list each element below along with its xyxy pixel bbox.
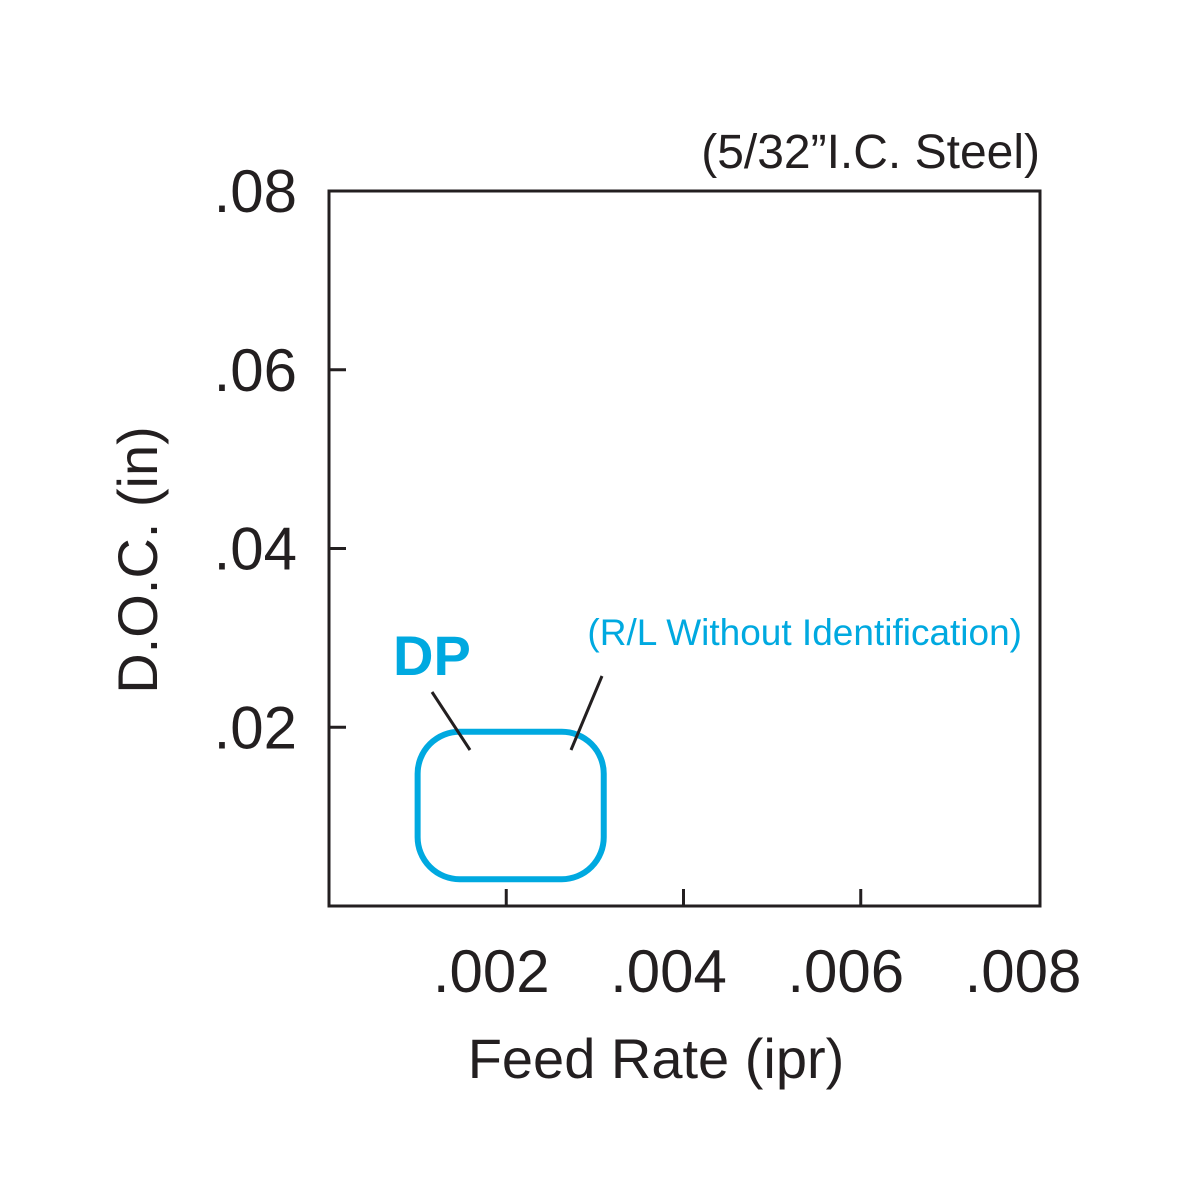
x-tick-label: .002: [433, 938, 550, 1005]
x-axis-ticks: .002 .004 .006 .008: [433, 889, 1082, 1005]
region-note-leader: [569, 675, 604, 751]
y-tick-label: .06: [214, 337, 297, 404]
y-tick-label: .02: [214, 694, 297, 761]
x-axis-label: Feed Rate (ipr): [468, 1027, 845, 1090]
y-tick-label: .08: [214, 158, 297, 225]
chart-subtitle: (5/32”I.C. Steel): [701, 126, 1040, 179]
x-tick-label: .008: [965, 938, 1082, 1005]
plot-frame: [327, 189, 1042, 908]
operating-regions: DP (R/L Without Identification): [393, 612, 1022, 883]
x-tick-label: .006: [787, 938, 904, 1005]
y-axis-label: D.O.C. (in): [106, 426, 169, 694]
y-axis-ticks: .02 .04 .06 .08: [214, 158, 346, 761]
region-dp-label: DP: [393, 624, 471, 687]
region-dp-box: [414, 728, 607, 883]
region-label-leader: [430, 691, 472, 751]
x-tick-label: .004: [610, 938, 727, 1005]
y-tick-label: .04: [214, 516, 297, 583]
region-note: (R/L Without Identification): [587, 612, 1022, 653]
